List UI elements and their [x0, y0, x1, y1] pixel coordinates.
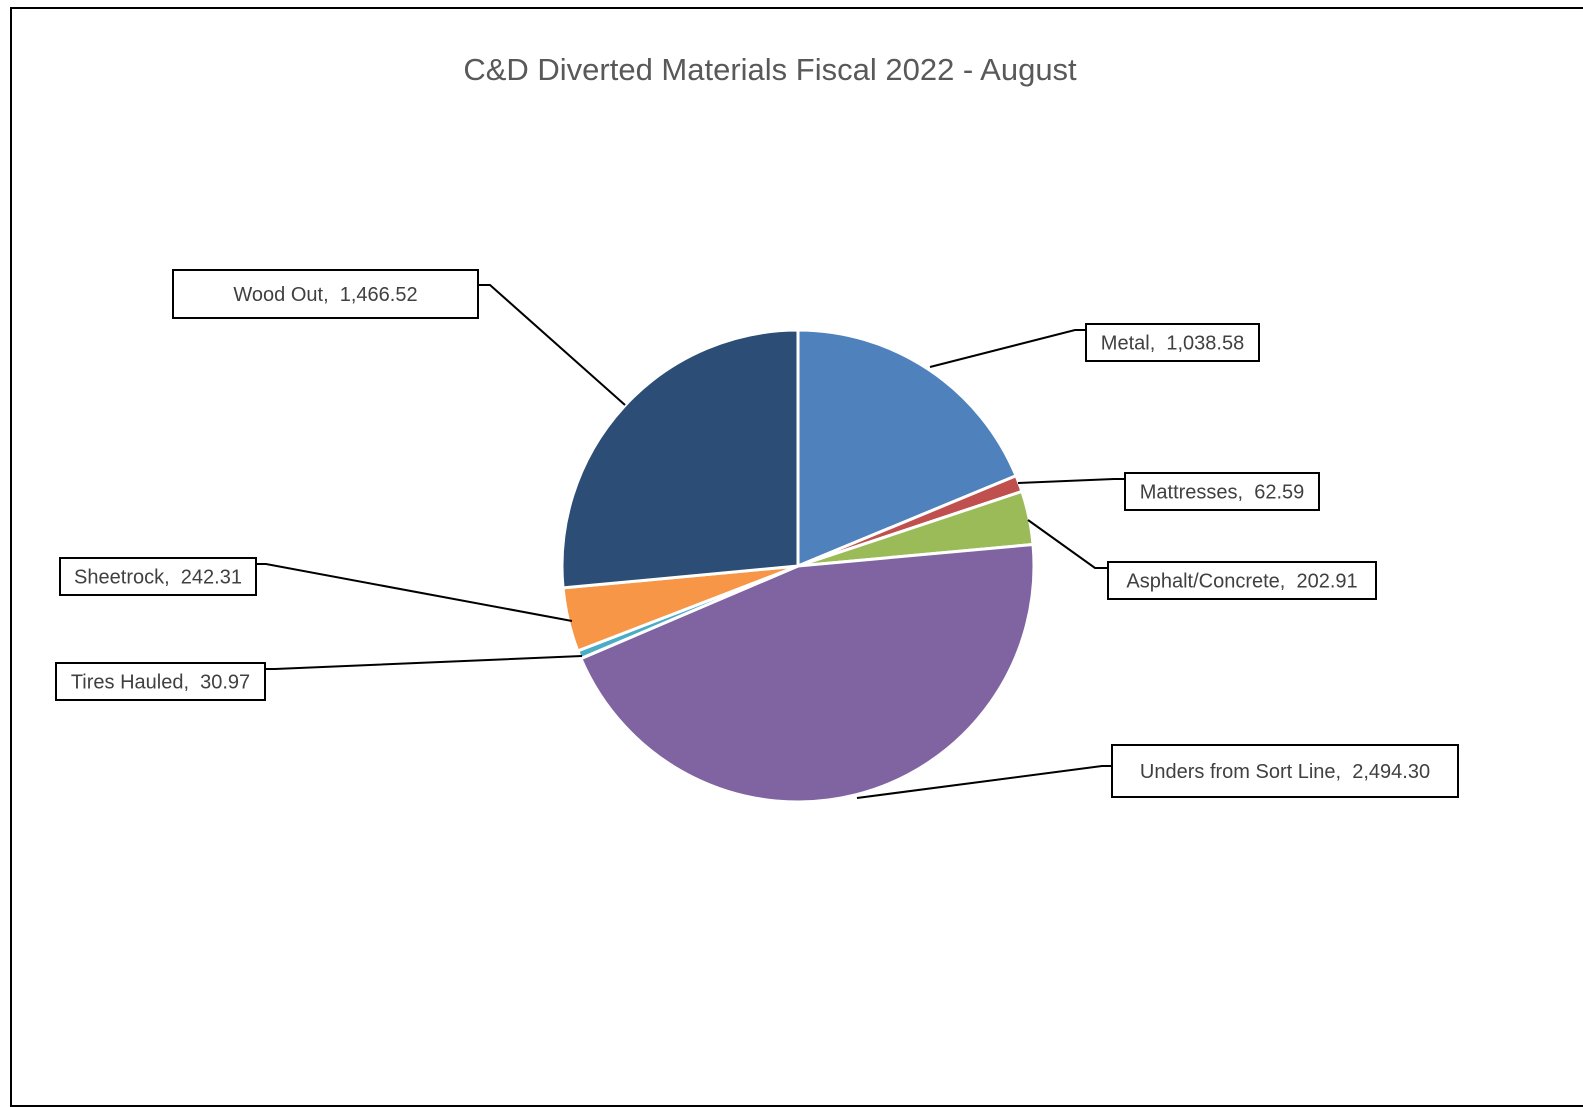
leader-line-tires-hauled [265, 655, 583, 670]
data-label-box [1124, 472, 1320, 511]
data-label-text: Mattresses, 62.59 [1140, 482, 1305, 504]
data-label-asphalt-concrete: Asphalt/Concrete, 202.91 [1107, 561, 1377, 600]
data-label-text: Wood Out, 1,466.52 [233, 284, 417, 306]
data-label-box [1085, 323, 1260, 362]
chart-title: C&D Diverted Materials Fiscal 2022 - Aug… [463, 52, 1077, 87]
data-label-text: Sheetrock, 242.31 [74, 567, 242, 589]
data-label-box [172, 269, 479, 319]
leader-line-asphalt-concrete [1027, 519, 1108, 569]
data-label-text: Metal, 1,038.58 [1101, 333, 1244, 355]
pie-chart: Metal, 1,038.58 Mattresses, 62.59 Asphalt/… [55, 269, 1459, 804]
data-label-box [59, 557, 257, 596]
data-label-unders-from-sort-line: Unders from Sort Line, 2,494.30 [1111, 744, 1459, 798]
leader-line-wood-out [478, 284, 626, 406]
data-label-box [55, 662, 266, 701]
data-label-wood-out: Wood Out, 1,466.52 [172, 269, 479, 319]
data-label-sheetrock: Sheetrock, 242.31 [59, 557, 257, 596]
data-label-tires-hauled: Tires Hauled, 30.97 [55, 662, 266, 701]
leader-line-metal [929, 329, 1086, 368]
data-label-text: Asphalt/Concrete, 202.91 [1126, 571, 1357, 593]
data-label-text: Tires Hauled, 30.97 [71, 672, 250, 694]
leader-line-mattresses [1017, 478, 1125, 484]
data-label-text: Unders from Sort Line, 2,494.30 [1140, 761, 1430, 783]
pie-slice-unders-from-sort-line [579, 542, 1036, 804]
data-label-box [1111, 744, 1459, 798]
leader-line-unders-from-sort-line [856, 765, 1112, 799]
leader-line-sheetrock [256, 563, 573, 622]
pie-slice-metal [796, 328, 1018, 568]
data-label-metal: Metal, 1,038.58 [1085, 323, 1260, 362]
data-label-mattresses: Mattresses, 62.59 [1124, 472, 1320, 511]
data-label-box [1107, 561, 1377, 600]
pie-slice-wood-out [560, 328, 800, 590]
